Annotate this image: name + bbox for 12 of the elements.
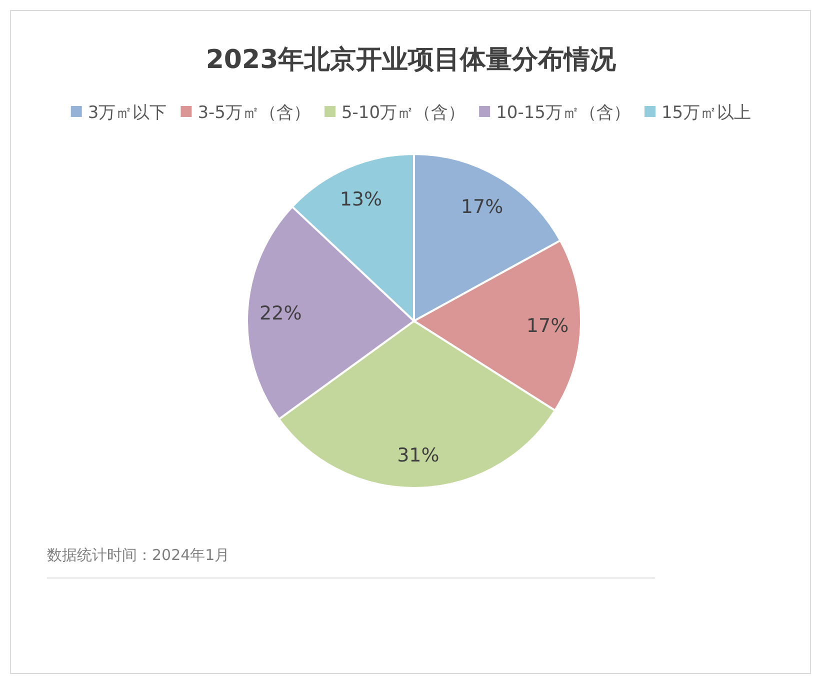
legend-label: 15万㎡以上 <box>661 103 752 123</box>
data-label: 31% <box>397 444 440 467</box>
legend-label: 3万㎡以下 <box>88 103 167 123</box>
legend-label: 3-5万㎡（含） <box>198 103 310 123</box>
chart-title: 2023年北京开业项目体量分布情况 <box>206 45 618 75</box>
legend-label: 10-15万㎡（含） <box>496 103 630 123</box>
data-label: 13% <box>340 188 382 210</box>
data-label: 17% <box>460 196 504 218</box>
text: 数据统计时间：2024年1月 <box>47 546 230 564</box>
data-label: 17% <box>526 315 569 338</box>
data-label: 22% <box>260 302 302 325</box>
legend-label: 5-10万㎡（含） <box>341 103 466 123</box>
